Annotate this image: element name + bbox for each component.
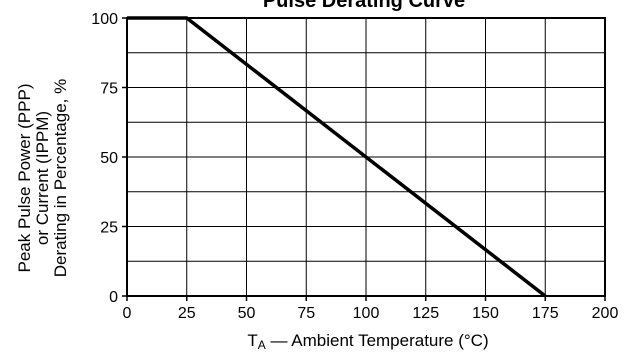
y-axis-title: Peak Pulse Power (PPP) or Current (IPPM)… [15,79,70,277]
y-tick-label: 75 [100,81,118,98]
x-tick-label: 150 [472,305,499,322]
x-tick-label: 25 [178,305,196,322]
x-tick-label: 100 [353,305,380,322]
x-tick-label: 75 [297,305,315,322]
grid-lines [127,18,605,296]
y-axis-title-line-2: or Current (IPPM) [33,111,52,245]
x-tick-label: 200 [592,305,619,322]
x-axis-ticks: 0 25 50 75 100 125 150 175 200 [123,296,619,322]
y-tick-label: 25 [100,220,118,237]
x-tick-label: 0 [123,305,132,322]
series-group [127,16,547,298]
x-tick-label: 50 [238,305,256,322]
derating-line [127,16,547,298]
x-tick-label: 175 [532,305,559,322]
x-axis-title-sub: A [258,338,266,352]
y-axis-title-line-1: Peak Pulse Power (PPP) [15,84,34,273]
x-tick-label: 125 [412,305,439,322]
y-tick-label: 50 [100,150,118,167]
y-axis-title-line-3: Derating in Percentage, % [51,79,70,277]
x-axis-title-rest: — Ambient Temperature (°C) [266,331,489,350]
y-tick-label: 0 [109,289,118,306]
x-axis-title: TA — Ambient Temperature (°C) [247,331,488,352]
y-tick-label: 100 [91,11,118,28]
y-axis-ticks: 0 25 50 75 100 [91,11,127,306]
x-axis-title-main: T [247,331,257,350]
chart-title: Pulse Derating Curve [263,0,465,12]
